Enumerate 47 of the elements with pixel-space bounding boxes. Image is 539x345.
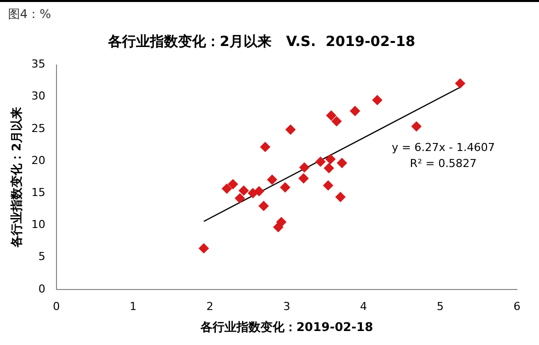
point [258,200,269,211]
point [222,184,232,194]
y-tick-label: 0 [38,282,46,296]
point [286,124,296,135]
point [325,154,336,164]
point [372,95,382,106]
point [267,174,278,185]
x-tick-label: 5 [436,300,444,313]
y-tick-label: 35 [31,58,46,71]
y-axis-title: 各行业指数变化：2月以来 [9,106,24,248]
chart-title: 各行业指数变化：2月以来 V.S. 2019-02-18 [106,33,416,50]
point [350,106,360,116]
y-tick-label: 25 [31,122,46,135]
y-tick-label: 10 [31,218,46,232]
point [455,78,466,88]
x-tick-label: 6 [514,300,520,313]
caption: 图4：% [0,0,539,22]
annotation: y = 6.27x - 1.4607 [392,140,495,154]
point [411,121,422,132]
x-axis-title: 各行业指数变化：2019-02-18 [199,320,374,334]
point [299,162,310,172]
point [323,180,334,190]
point [228,179,238,190]
point [254,186,264,196]
y-tick-label: 15 [31,186,46,199]
x-tick-label: 2 [206,300,214,313]
x-tick-label: 1 [130,300,137,313]
point [260,142,270,152]
point [326,110,336,120]
x-tick-label: 0 [52,300,60,313]
point [276,217,286,228]
point [234,193,245,204]
point [315,156,326,167]
y-tick-label: 30 [31,90,46,103]
point [198,243,209,254]
x-tick-label: 4 [360,300,367,313]
point [238,186,249,196]
y-tick-label: 20 [31,154,46,167]
point [298,173,309,184]
point [335,192,346,202]
point [332,116,342,126]
point [324,163,334,174]
x-tick-label: 3 [283,300,290,313]
point [280,182,290,192]
y-tick-label: 5 [38,250,46,264]
annotation: R² = 0.5827 [410,156,477,170]
point [336,158,347,168]
